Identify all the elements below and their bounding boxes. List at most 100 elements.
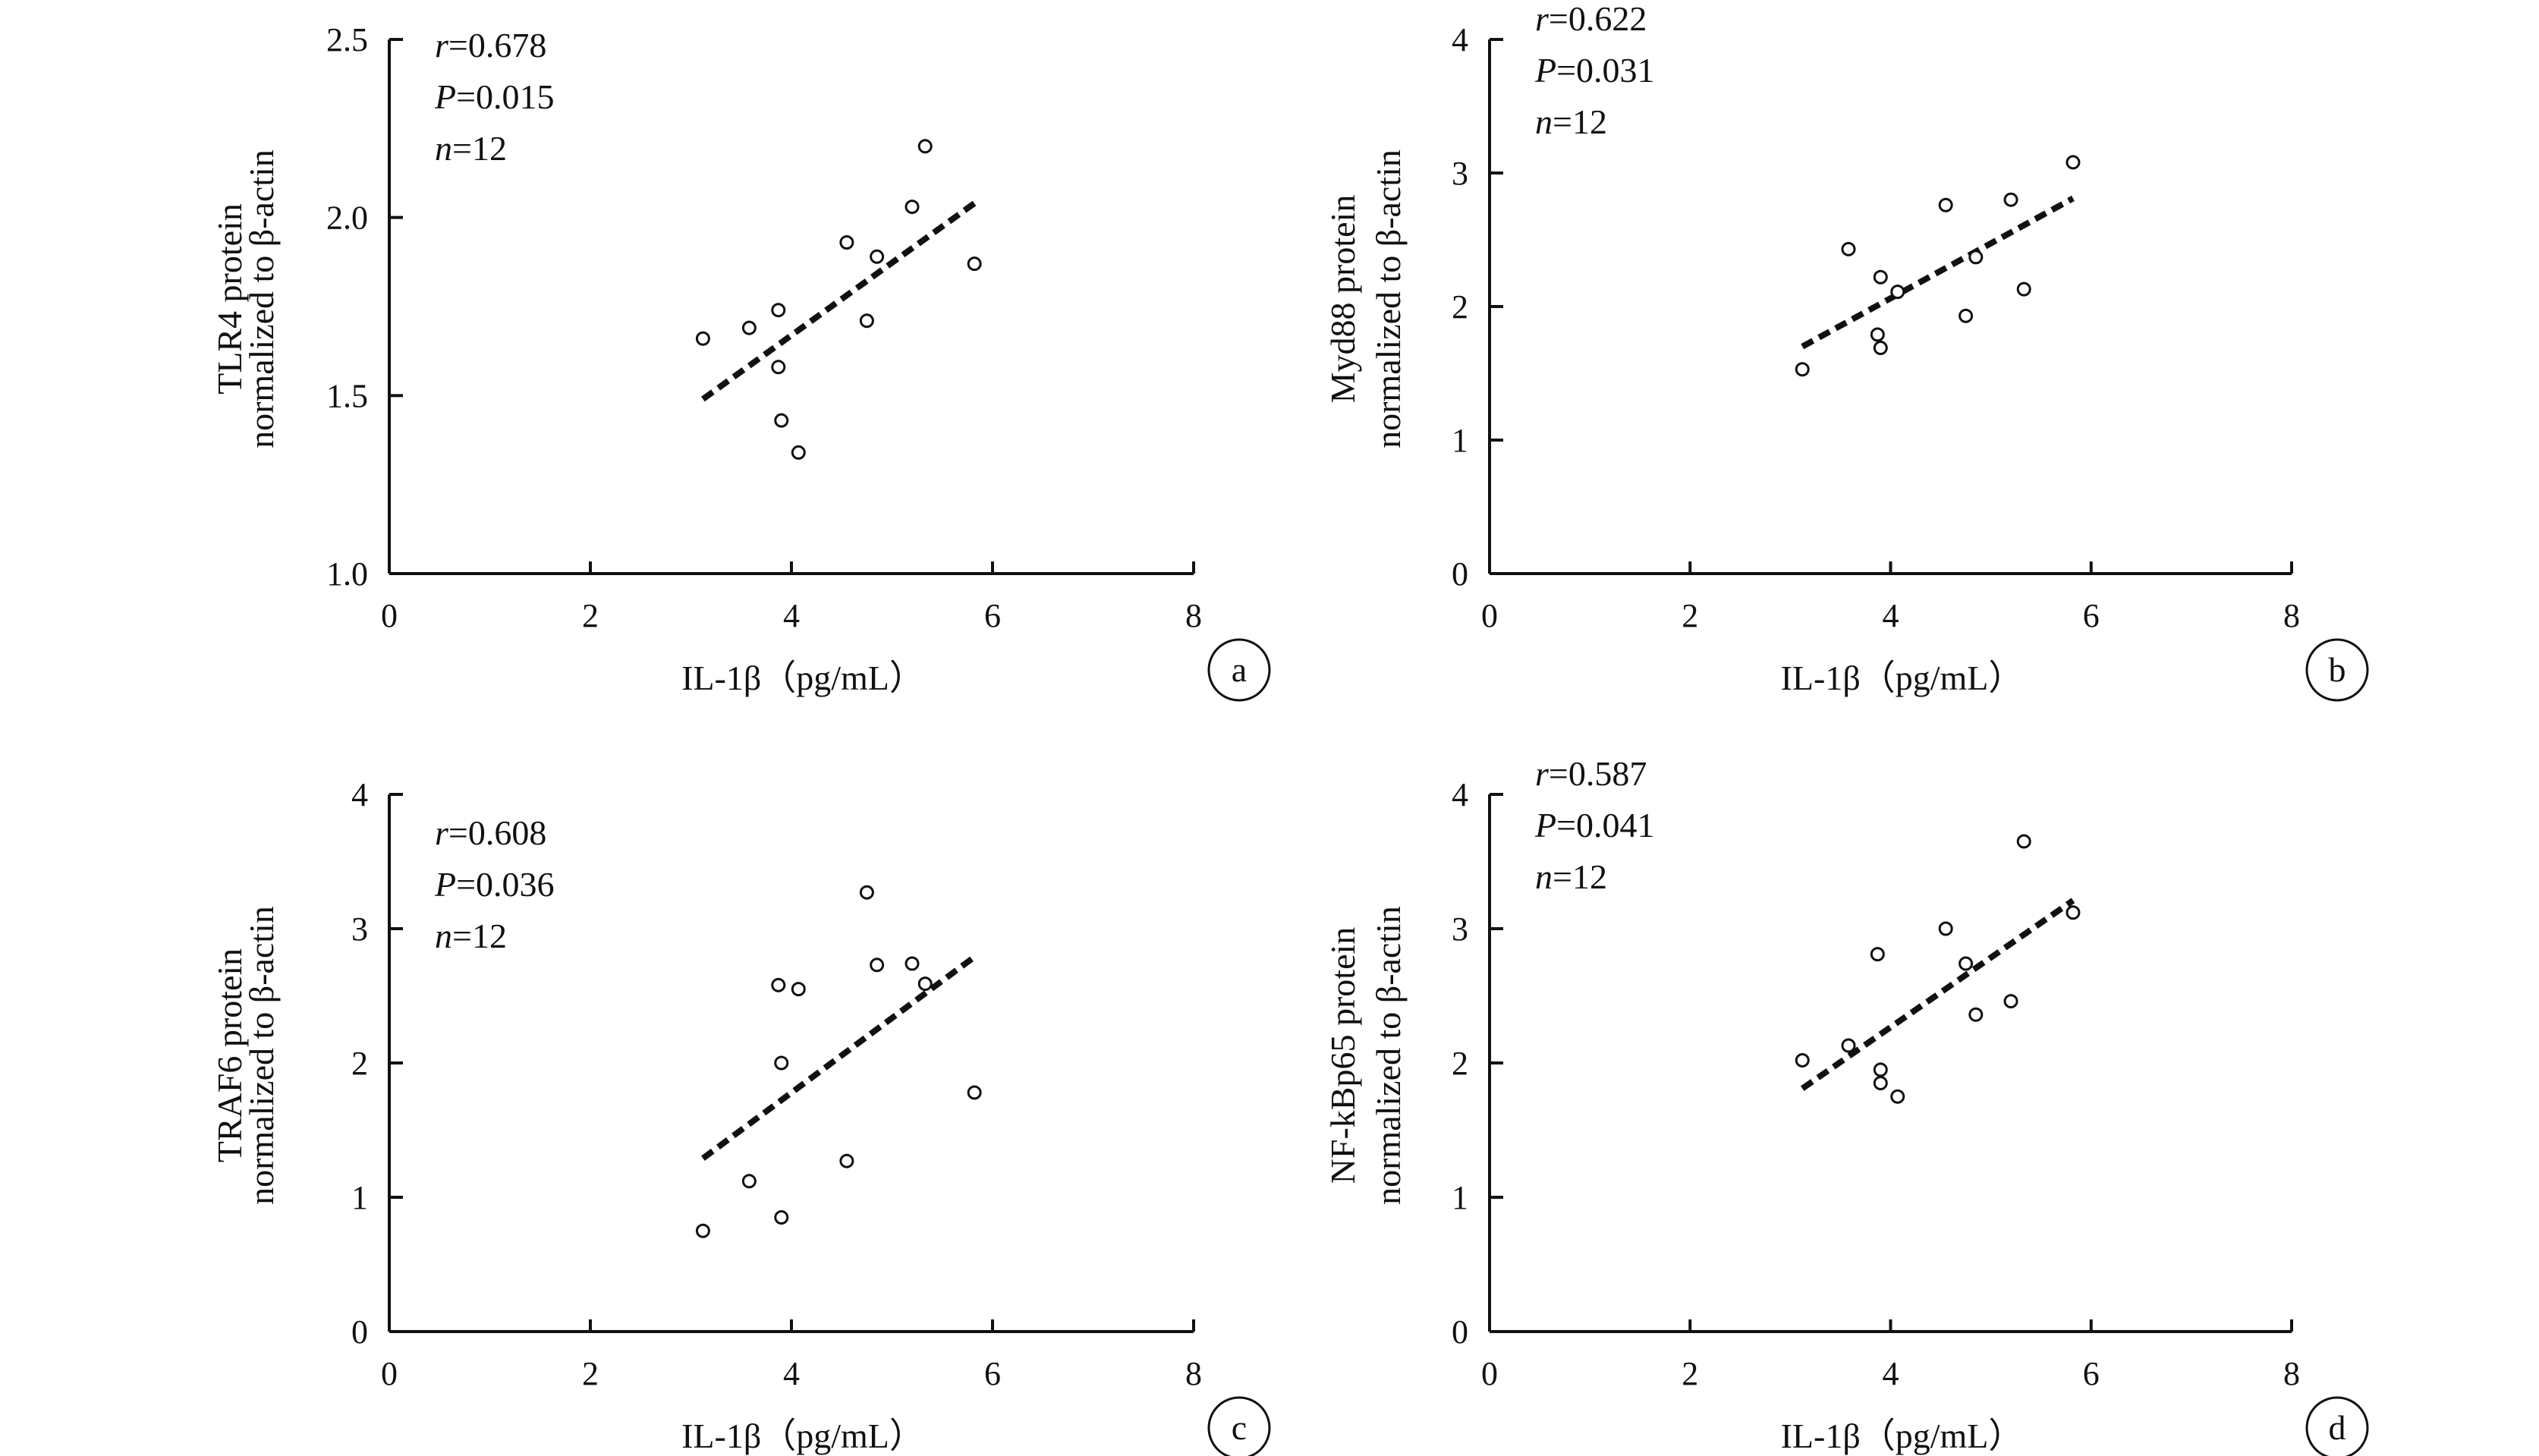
panel-d: 0 2 4 6 8 0 1 2 3 4 IL-1β（pg/mL） NF-kBp65 protein no…	[1323, 754, 2369, 1456]
data-point	[1890, 285, 1905, 300]
x-tick-label: 2	[582, 1355, 599, 1392]
y-axis-title-line: normalized to β-actin	[242, 149, 281, 448]
data-point	[917, 976, 933, 992]
data-point	[1873, 1062, 1888, 1077]
stat-symbol: r	[435, 26, 449, 64]
y-tick-label: 3	[1452, 155, 1468, 192]
y-axis-title-line: normalized to β-actin	[1369, 149, 1408, 448]
y-tick-label: 4	[1452, 21, 1468, 58]
data-point	[1968, 1007, 1984, 1022]
data-point	[1870, 327, 1885, 342]
stat-value: =12	[1553, 857, 1607, 896]
data-point	[967, 1085, 982, 1100]
data-point	[774, 413, 789, 428]
data-point	[741, 320, 757, 335]
trend-line	[701, 200, 977, 402]
panel-letter-circle	[1207, 638, 1271, 702]
x-tick-label: 8	[1185, 1355, 1202, 1392]
panel-c: 0 2 4 6 8 0 1 2 3 4 IL-1β（pg/mL） TRAF6 proteinnorma…	[210, 776, 1271, 1456]
y-axis-title-line: TLR4 protein	[210, 203, 249, 395]
x-tick-label: 8	[2283, 597, 2300, 634]
stat-line: n=12	[435, 917, 507, 955]
data-point	[771, 303, 786, 318]
panel-a: 0 2 4 6 8 1.0 1.5 2.0 2.5 IL-1β（pg/mL） TLR4 protei…	[210, 21, 1271, 702]
stat-line: P=0.036	[434, 865, 555, 904]
stat-value: =0.041	[1556, 806, 1654, 844]
data-point	[1873, 269, 1888, 285]
y-axis-title-line: normalized to β-actin	[1369, 906, 1408, 1205]
panel-letter-circle	[2305, 1396, 2369, 1456]
y-axis-title-line: normalized to β-actin	[242, 906, 281, 1205]
stat-value: =0.031	[1556, 51, 1654, 90]
x-tick-label: 0	[381, 1355, 398, 1392]
data-point	[1938, 921, 1953, 936]
data-point	[859, 313, 874, 329]
x-axis-title: IL-1β（pg/mL）	[681, 659, 924, 697]
data-point	[771, 360, 786, 375]
data-point	[1873, 341, 1888, 356]
stat-line: n=12	[435, 129, 507, 168]
y-axis-title-line: Myd88 protein	[1323, 195, 1362, 404]
x-axis-title: IL-1β（pg/mL）	[1781, 659, 2024, 697]
panel-letter: c	[1232, 1408, 1247, 1447]
x-axis-title: IL-1β（pg/mL）	[681, 1417, 924, 1455]
trend-line	[701, 954, 977, 1161]
stat-value: =0.678	[448, 26, 546, 64]
x-tick-label: 2	[1682, 1355, 1698, 1392]
x-tick-label: 6	[2083, 1355, 2100, 1392]
data-point	[2003, 192, 2018, 207]
x-tick-label: 8	[2283, 1355, 2300, 1392]
y-axis-title-line: NF-kBp65 protein	[1323, 927, 1362, 1184]
panel-letter: b	[2329, 650, 2346, 689]
data-point	[1795, 1052, 1810, 1068]
y-tick-label: 3	[351, 910, 368, 948]
x-tick-label: 4	[783, 1355, 800, 1392]
data-point	[741, 1174, 757, 1189]
data-point	[870, 958, 885, 973]
x-tick-label: 2	[582, 597, 599, 634]
x-tick-label: 6	[2083, 597, 2100, 634]
data-point	[695, 331, 710, 346]
data-point	[967, 256, 982, 272]
stat-line: n=12	[1535, 857, 1607, 896]
stat-value: =0.036	[456, 865, 554, 904]
y-tick-label: 4	[1452, 776, 1468, 813]
y-tick-label: 2	[1452, 288, 1468, 325]
stat-symbol: r	[1535, 754, 1550, 793]
stat-value: =12	[452, 129, 507, 168]
stat-symbol: P	[434, 77, 456, 116]
y-tick-label: 4	[351, 776, 368, 813]
stat-value: =0.015	[456, 77, 554, 116]
x-tick-label: 4	[783, 597, 800, 634]
panel-letter-circle	[1207, 1396, 1271, 1456]
data-point	[1841, 241, 1856, 256]
data-point	[917, 139, 933, 154]
panel-b: 0 2 4 6 8 0 1 2 3 4 IL-1β（pg/mL） Myd88 protein norma…	[1323, 0, 2369, 702]
x-tick-label: 6	[984, 1355, 1001, 1392]
y-tick-label: 1	[351, 1179, 368, 1216]
y-tick-label: 1	[1452, 422, 1468, 459]
data-point	[1795, 362, 1810, 377]
data-point	[774, 1055, 789, 1071]
stat-symbol: n	[435, 129, 452, 168]
data-point	[1959, 956, 1974, 971]
stat-line: n=12	[1535, 102, 1607, 141]
data-point	[1968, 250, 1984, 265]
y-tick-label: 2.5	[326, 21, 368, 58]
x-tick-label: 6	[984, 597, 1001, 634]
stat-symbol: r	[435, 813, 449, 852]
data-point	[695, 1223, 710, 1238]
data-point	[2016, 281, 2031, 297]
data-point	[839, 235, 854, 250]
stat-symbol: n	[435, 917, 452, 955]
trend-line	[1800, 898, 2075, 1091]
x-tick-label: 4	[1883, 1355, 1899, 1392]
stat-value: =0.587	[1549, 754, 1647, 793]
x-tick-label: 2	[1682, 597, 1698, 634]
data-point	[2065, 155, 2081, 170]
stat-symbol: P	[1534, 806, 1556, 844]
stat-line: r=0.622	[1535, 0, 1647, 38]
y-tick-label: 0	[1452, 555, 1468, 593]
stat-symbol: n	[1535, 857, 1553, 896]
